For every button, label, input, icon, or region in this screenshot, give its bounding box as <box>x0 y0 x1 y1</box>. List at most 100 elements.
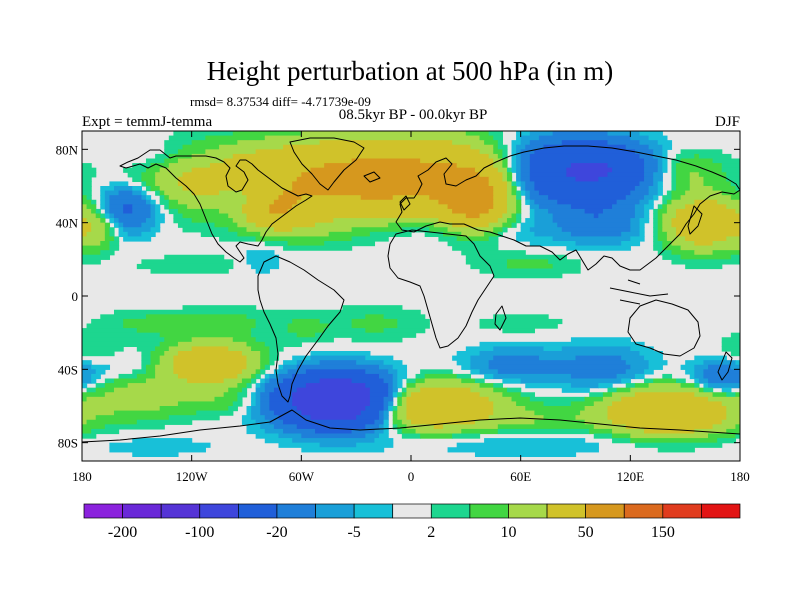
colorbar-swatch <box>122 503 162 519</box>
field-cell <box>406 410 494 416</box>
field-cell <box>82 167 97 173</box>
field-cell <box>543 401 572 407</box>
field-cell <box>397 378 403 384</box>
field-cell <box>228 387 243 393</box>
field-cell <box>104 208 111 215</box>
field-cell <box>296 176 490 183</box>
field-cell <box>246 355 261 361</box>
field-cell <box>607 131 641 137</box>
field-cell <box>479 268 581 274</box>
field-cell <box>351 323 398 329</box>
field-cell <box>255 383 261 389</box>
field-cell <box>680 254 732 260</box>
field-cell <box>676 231 740 238</box>
field-cell <box>177 373 238 380</box>
field-cell <box>164 158 179 164</box>
field-cell <box>511 144 517 150</box>
field-cell <box>241 208 270 215</box>
field-cell <box>214 396 238 403</box>
field-cell <box>593 424 627 430</box>
field-cell <box>516 172 522 178</box>
field-cell <box>502 153 508 160</box>
field-cell <box>685 369 695 375</box>
field-cell <box>570 383 599 389</box>
field-cell <box>648 144 663 150</box>
field-cell <box>662 213 677 219</box>
field-cell <box>173 355 248 361</box>
field-cell <box>401 392 408 398</box>
field-cell <box>145 167 161 173</box>
field-cell <box>502 222 513 228</box>
field-cell <box>255 268 270 274</box>
field-cell <box>246 254 280 260</box>
field-cell <box>520 181 526 187</box>
field-cell <box>630 433 709 439</box>
field-cell <box>493 383 503 389</box>
field-cell <box>644 163 659 169</box>
field-cell <box>260 410 275 416</box>
field-cell <box>82 163 92 169</box>
field-cell <box>685 360 705 366</box>
field-cell <box>269 406 298 412</box>
field-cell <box>374 419 385 425</box>
field-cell <box>406 387 421 393</box>
field-cell <box>529 153 641 160</box>
field-cell <box>607 140 641 146</box>
field-cell <box>292 396 371 403</box>
field-cell <box>525 190 531 196</box>
field-cell <box>671 259 740 265</box>
field-cell <box>653 231 659 238</box>
field-cell <box>479 323 558 329</box>
colorbar: -200 -100 -20 -5 2 10 50 150 <box>83 503 741 541</box>
field-cell <box>735 208 740 215</box>
field-cell <box>607 387 618 393</box>
field-cell <box>237 222 257 228</box>
field-cell <box>680 158 714 164</box>
field-cell <box>246 259 280 265</box>
field-cell <box>365 314 385 320</box>
field-cell <box>612 438 631 444</box>
field-cell <box>657 218 663 224</box>
field-cell <box>488 153 499 160</box>
field-cell <box>726 204 740 210</box>
field-cell <box>616 387 631 393</box>
field-cell <box>676 227 740 233</box>
field-cell <box>671 250 695 256</box>
field-cell <box>145 195 152 201</box>
field-cell <box>644 378 654 384</box>
field-cell <box>730 332 740 338</box>
field-cell <box>100 213 106 219</box>
field-cell <box>493 144 499 150</box>
field-cell <box>155 222 161 228</box>
field-cell <box>388 369 398 375</box>
field-cell <box>584 419 613 425</box>
field-cell <box>653 378 677 384</box>
field-cell <box>406 378 417 384</box>
field-cell <box>534 208 549 215</box>
field-cell <box>255 337 334 343</box>
field-cell <box>557 199 618 205</box>
field-cell <box>516 144 526 150</box>
field-cell <box>497 369 627 375</box>
field-cell <box>324 328 366 334</box>
field-cell <box>488 208 508 215</box>
field-cell <box>712 241 740 247</box>
field-cell <box>301 172 481 178</box>
field-cell <box>470 387 494 393</box>
field-cell <box>516 163 522 169</box>
field-cell <box>465 213 481 219</box>
field-cell <box>100 195 106 201</box>
field-cell <box>484 438 586 444</box>
field-cell <box>598 213 636 219</box>
field-cell <box>488 360 627 366</box>
field-cell <box>639 199 650 205</box>
colorbar-swatch <box>623 503 664 519</box>
field-cell <box>109 213 115 219</box>
field-cell <box>145 369 156 375</box>
field-cell <box>415 373 426 380</box>
field-cell <box>82 186 92 192</box>
field-cell <box>82 208 92 215</box>
field-cell <box>529 204 540 210</box>
field-cell <box>708 383 740 389</box>
field-cell <box>511 213 517 219</box>
